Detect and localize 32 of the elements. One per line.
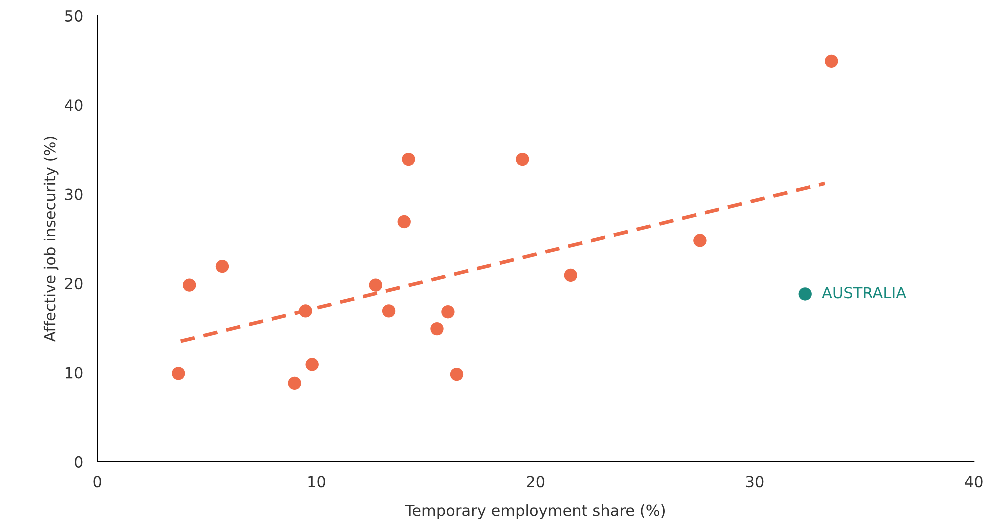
point xyxy=(382,304,396,318)
point xyxy=(172,367,186,380)
point xyxy=(430,322,444,336)
y-tick-label: 20 xyxy=(65,278,83,290)
point xyxy=(299,304,312,318)
point xyxy=(306,358,319,372)
point xyxy=(516,152,530,166)
x-axis-title: Temporary employment share (%) xyxy=(405,504,666,520)
x-tick-label: 30 xyxy=(746,476,764,488)
point xyxy=(825,54,838,68)
x-tick-label: 20 xyxy=(527,476,545,488)
x-tick-label: 0 xyxy=(94,476,102,488)
point xyxy=(450,368,464,382)
point xyxy=(402,152,416,166)
point xyxy=(398,215,411,229)
point xyxy=(798,288,812,301)
point xyxy=(183,278,196,292)
x-tick-label: 10 xyxy=(308,476,326,488)
annotation: AUSTRALIA xyxy=(822,287,906,299)
point xyxy=(288,376,302,390)
y-tick-label: 10 xyxy=(66,367,83,379)
point xyxy=(694,234,707,248)
point xyxy=(216,260,230,274)
point xyxy=(442,306,455,319)
point xyxy=(369,278,382,292)
y-tick-label: 40 xyxy=(65,100,83,112)
y-tick-label: 30 xyxy=(65,188,83,200)
y-axis-title: Affective job insecurity (%) xyxy=(44,137,59,342)
x-tick-label: 40 xyxy=(965,476,983,488)
point xyxy=(564,268,578,282)
y-tick-label: 50 xyxy=(65,10,83,22)
y-tick-label: 0 xyxy=(75,456,83,468)
